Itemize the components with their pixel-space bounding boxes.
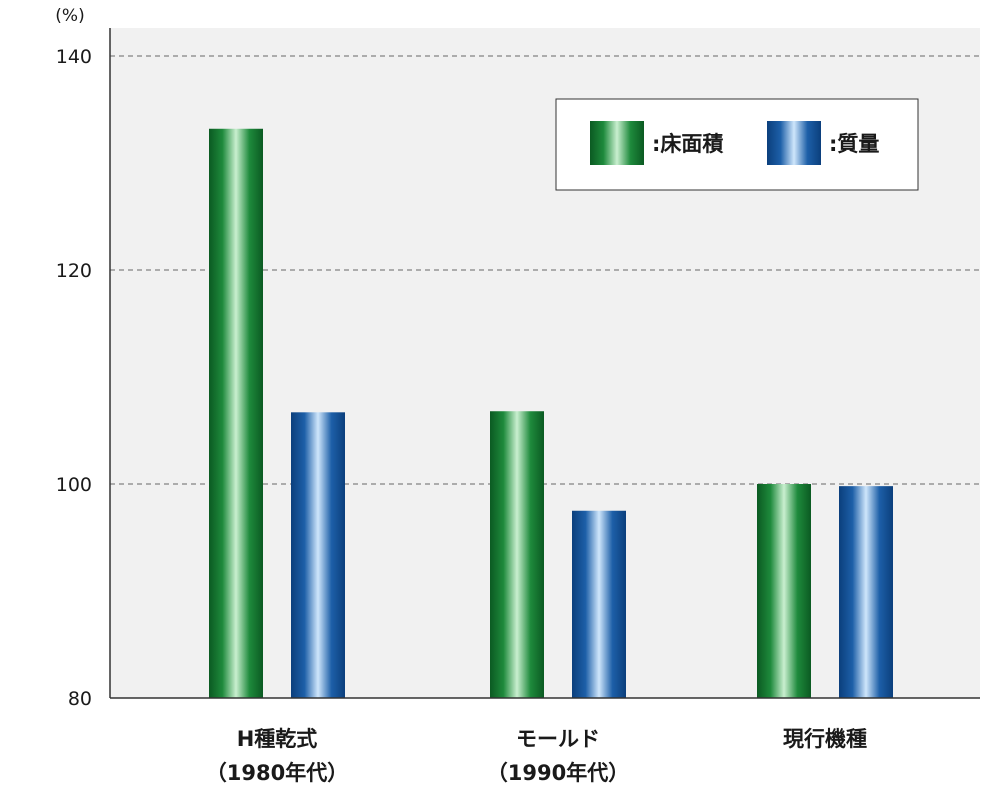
bar bbox=[291, 412, 345, 698]
legend-label-floor-area: :床面積 bbox=[652, 132, 724, 156]
y-tick-label: 100 bbox=[56, 474, 92, 496]
category-label: 現行機種 bbox=[783, 727, 867, 751]
y-tick-label: 80 bbox=[68, 688, 92, 710]
category-label: （1980年代） bbox=[206, 761, 348, 785]
category-label: （1990年代） bbox=[487, 761, 629, 785]
bar bbox=[839, 486, 893, 698]
bar bbox=[572, 510, 626, 698]
y-tick-label: 120 bbox=[56, 260, 92, 282]
bar bbox=[490, 411, 544, 698]
bar bbox=[209, 128, 263, 698]
y-tick-labels: 80 100 120 140 bbox=[56, 46, 92, 710]
legend-swatch-floor-area bbox=[590, 121, 644, 165]
category-label: H種乾式 bbox=[237, 727, 318, 751]
y-tick-label: 140 bbox=[56, 46, 92, 68]
category-labels: H種乾式 （1980年代） モールド （1990年代） 現行機種 bbox=[206, 727, 867, 785]
legend-swatch-mass bbox=[767, 121, 821, 165]
bar bbox=[757, 484, 811, 698]
legend: :床面積 :質量 bbox=[555, 98, 919, 191]
legend-label-mass: :質量 bbox=[829, 132, 879, 156]
category-label: モールド bbox=[516, 727, 600, 751]
bars bbox=[209, 128, 893, 698]
y-axis-unit: (%) bbox=[55, 6, 84, 26]
